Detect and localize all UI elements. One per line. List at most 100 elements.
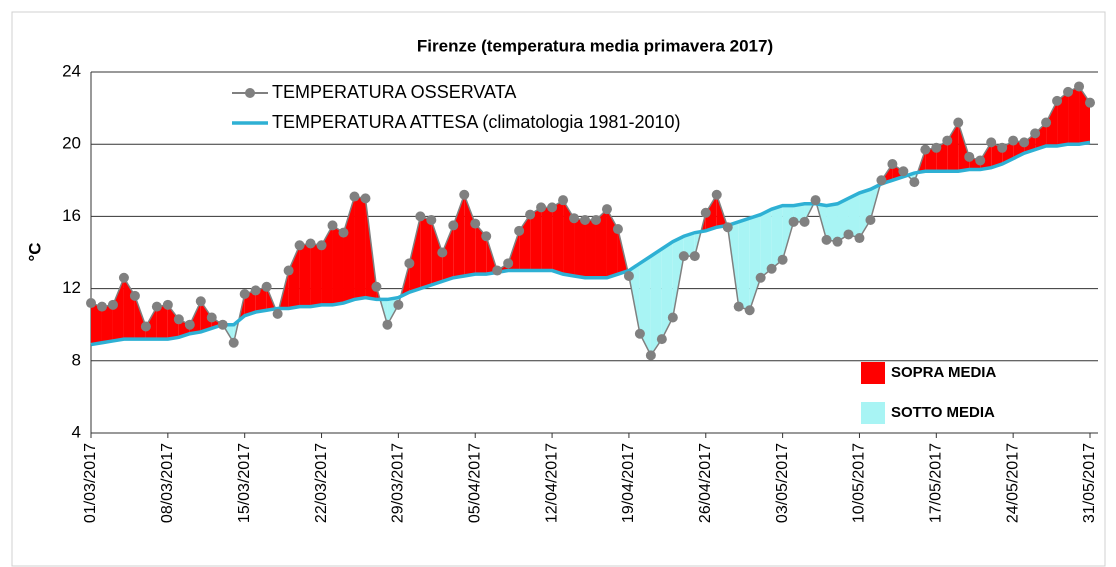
observed-point xyxy=(876,175,887,186)
above-fill xyxy=(112,277,124,341)
above-fill xyxy=(453,194,465,278)
observed-point xyxy=(283,265,294,276)
above-fill xyxy=(595,209,607,278)
x-tick-label: 31/05/2017 xyxy=(1081,443,1098,523)
above-fill xyxy=(1046,100,1058,147)
x-tick-label: 17/05/2017 xyxy=(928,443,945,523)
observed-point xyxy=(448,220,459,231)
observed-point xyxy=(1008,135,1019,146)
x-tick-label: 19/04/2017 xyxy=(620,443,637,523)
above-fill xyxy=(1068,86,1080,145)
observed-point xyxy=(667,312,678,323)
observed-point xyxy=(1019,137,1030,148)
below-fill xyxy=(650,248,662,356)
observed-point xyxy=(294,240,305,251)
observed-point xyxy=(503,258,514,269)
observed-point xyxy=(942,135,953,146)
observed-point xyxy=(547,202,558,213)
observed-point xyxy=(634,328,645,339)
x-tick-label: 10/05/2017 xyxy=(851,443,868,523)
observed-point xyxy=(700,207,711,218)
above-fill xyxy=(343,196,355,304)
chart-title: Firenze (temperatura media primavera 201… xyxy=(417,36,773,55)
observed-point xyxy=(184,319,195,330)
observed-point xyxy=(393,299,404,310)
observed-point xyxy=(349,191,360,202)
above-fill xyxy=(541,207,553,271)
observed-point xyxy=(437,247,448,258)
observed-point xyxy=(360,193,371,204)
legend-label: SOTTO MEDIA xyxy=(891,404,995,421)
above-fill xyxy=(167,304,179,340)
observed-point xyxy=(129,290,140,301)
observed-point xyxy=(590,215,601,226)
observed-point xyxy=(865,215,876,226)
legend-label: TEMPERATURA OSSERVATA xyxy=(272,82,516,102)
y-tick-label: 4 xyxy=(72,422,81,441)
above-fill xyxy=(288,245,300,309)
x-tick-label: 12/04/2017 xyxy=(543,443,560,523)
x-tick-label: 24/05/2017 xyxy=(1004,443,1021,523)
observed-point xyxy=(711,189,722,200)
observed-point xyxy=(558,195,569,206)
observed-point xyxy=(206,312,217,323)
above-fill xyxy=(420,216,432,289)
above-fill xyxy=(310,243,322,307)
above-fill xyxy=(1024,133,1036,154)
observed-point xyxy=(766,263,777,274)
above-fill xyxy=(156,304,168,340)
observed-point xyxy=(733,301,744,312)
above-fill xyxy=(947,122,959,172)
y-axis-label: °C xyxy=(25,242,44,261)
observed-point xyxy=(887,159,898,170)
above-fill xyxy=(431,220,443,285)
observed-point xyxy=(832,236,843,247)
below-fill xyxy=(760,209,772,278)
observed-point xyxy=(755,272,766,283)
observed-point xyxy=(536,202,547,213)
observed-point xyxy=(426,215,437,226)
above-fill xyxy=(409,216,421,293)
observed-point xyxy=(722,222,733,233)
observed-point xyxy=(810,195,821,206)
expected-line xyxy=(90,140,1091,347)
legend-label: TEMPERATURA ATTESA (climatologia 1981-20… xyxy=(272,112,681,132)
observed-point xyxy=(162,299,173,310)
y-tick-label: 16 xyxy=(62,206,81,225)
observed-point xyxy=(96,301,107,312)
x-tick-label: 01/03/2017 xyxy=(82,443,99,523)
legend-swatch xyxy=(861,402,885,424)
above-fill xyxy=(705,194,717,231)
above-fill xyxy=(552,200,564,275)
above-fill xyxy=(101,304,113,343)
above-fill xyxy=(1035,122,1047,150)
observed-point xyxy=(1085,97,1095,108)
observed-point xyxy=(470,218,481,229)
x-tick-label: 05/04/2017 xyxy=(466,443,483,523)
observed-point xyxy=(744,305,755,316)
observed-point xyxy=(382,319,393,330)
above-fill xyxy=(585,220,596,278)
legend-marker xyxy=(245,88,255,98)
observed-point xyxy=(86,298,96,309)
observed-point xyxy=(964,151,975,162)
observed-point xyxy=(569,213,580,224)
observed-point xyxy=(656,334,667,345)
y-tick-label: 8 xyxy=(72,350,81,369)
observed-point xyxy=(678,251,689,262)
observed-point xyxy=(843,229,854,240)
above-fill xyxy=(91,303,102,345)
observed-point xyxy=(371,281,382,292)
y-tick-label: 24 xyxy=(62,61,81,80)
observed-point xyxy=(118,272,129,283)
observed-point xyxy=(305,238,316,249)
observed-point xyxy=(920,144,931,155)
observed-point xyxy=(854,233,865,244)
observed-point xyxy=(195,296,206,307)
above-fill xyxy=(200,301,212,332)
observed-point xyxy=(1063,86,1074,97)
x-tick-label: 08/03/2017 xyxy=(159,443,176,523)
below-fill xyxy=(826,203,838,242)
below-fill xyxy=(859,189,871,239)
